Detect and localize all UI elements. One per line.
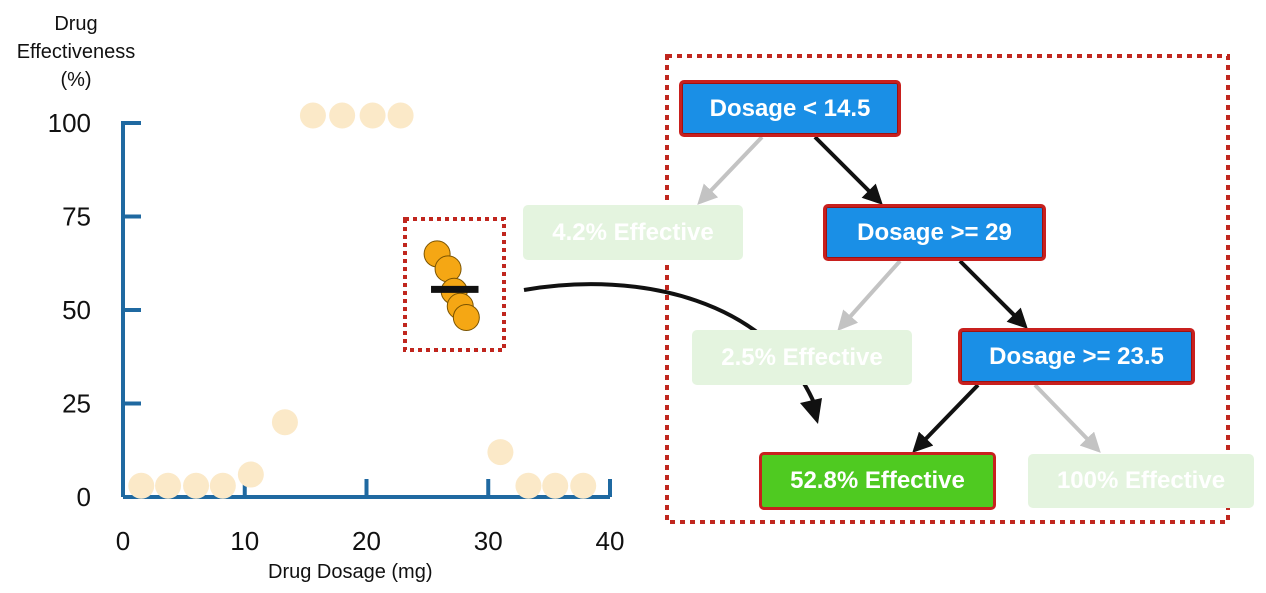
curved-arrowhead	[800, 398, 822, 424]
data-point	[128, 472, 155, 499]
y-tick-label: 50	[62, 295, 91, 325]
data-point	[329, 102, 356, 129]
data-point	[271, 409, 298, 436]
data-point	[452, 303, 480, 331]
y-axis-label-line-3: (%)	[60, 69, 92, 91]
tree-leaf-d: 100% Effective	[1028, 454, 1254, 508]
edge-second-to-leaf-b	[837, 259, 902, 331]
y-axis-label-line-1: Drug	[54, 13, 98, 35]
data-point	[434, 255, 462, 283]
data-point	[183, 472, 210, 499]
x-tick-label: 40	[596, 526, 625, 556]
data-point	[570, 472, 597, 499]
plot-axes: 100 75 50 25 00 10 20 30 40	[48, 108, 625, 556]
edge-root-to-second	[813, 135, 883, 205]
x-axis-label: Drug Dosage (mg)	[268, 561, 433, 583]
highlight-box	[403, 217, 506, 352]
data-point	[359, 102, 386, 129]
edge-root-to-leaf-a	[697, 135, 764, 205]
plot-points	[128, 102, 597, 499]
data-point	[237, 461, 264, 488]
tree-frame	[665, 54, 1230, 524]
tree-node-root: Dosage < 14.5	[679, 80, 901, 137]
edge-second-to-third	[958, 259, 1028, 329]
tree-leaf-b: 2.5% Effective	[692, 330, 912, 385]
x-tick-label: 20	[352, 526, 381, 556]
edge-third-to-leaf-d	[1033, 383, 1101, 453]
data-point	[155, 472, 182, 499]
data-point	[209, 472, 236, 499]
data-point	[387, 102, 414, 129]
y-tick-label: 75	[62, 202, 91, 232]
tree-node-second: Dosage >= 29	[823, 204, 1046, 261]
tree-leaf-a: 4.2% Effective	[523, 205, 743, 260]
data-point	[542, 472, 569, 499]
data-point	[299, 102, 326, 129]
tree-leaf-c: 52.8% Effective	[759, 452, 996, 510]
y-axis-label: Drug Effectiveness (%)	[0, 10, 152, 94]
data-point	[487, 439, 514, 466]
y-tick-label: 100	[48, 108, 91, 138]
tree-node-third: Dosage >= 23.5	[958, 328, 1195, 385]
data-point	[515, 472, 542, 499]
y-axis-label-line-2: Effectiveness	[16, 41, 136, 63]
x-tick-label: 10	[230, 526, 259, 556]
y-tick-label: 0	[77, 482, 91, 512]
y-tick-label: 25	[62, 389, 91, 419]
edge-third-to-leaf-c	[912, 383, 980, 453]
x-tick-label: 0	[116, 526, 130, 556]
x-tick-label: 30	[474, 526, 503, 556]
